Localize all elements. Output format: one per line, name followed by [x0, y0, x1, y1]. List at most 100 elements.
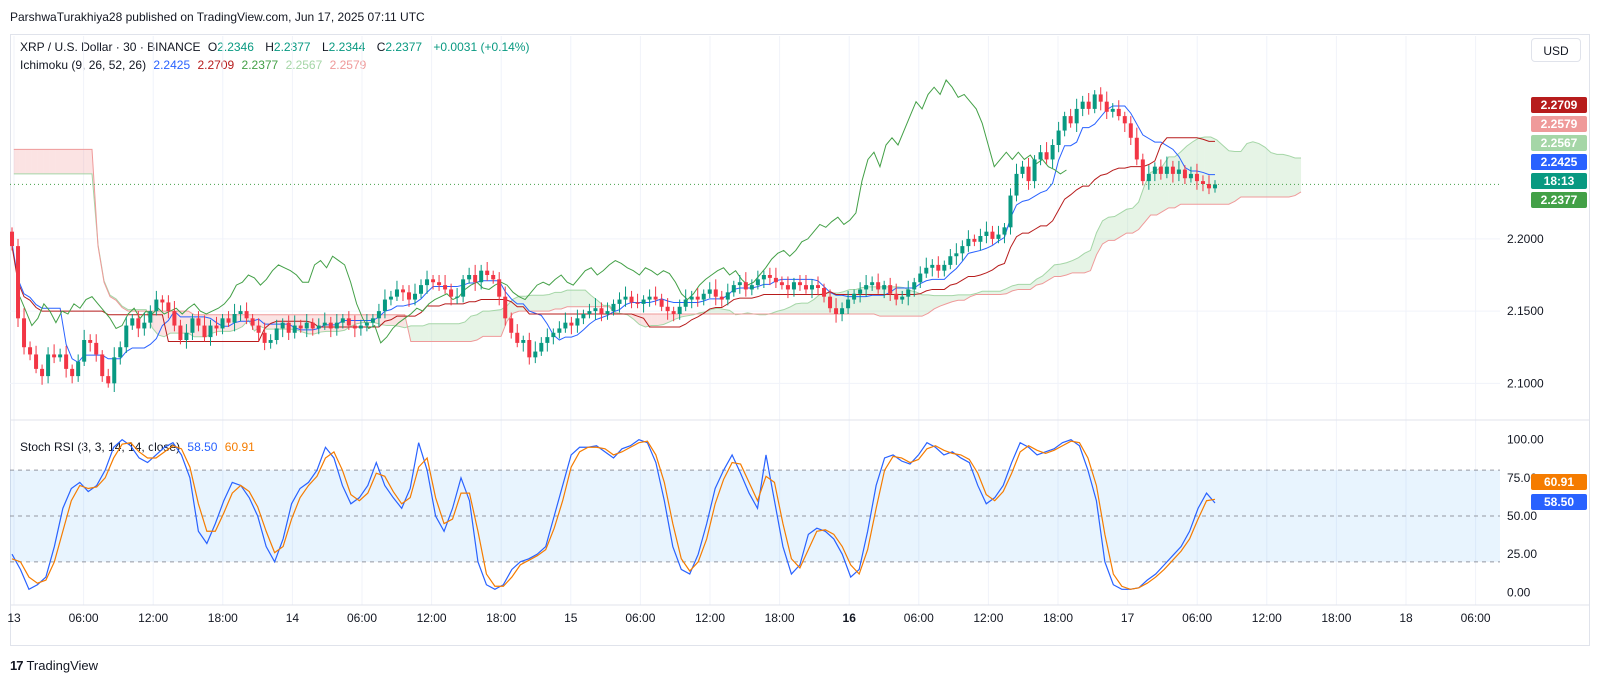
candle-body [695, 296, 700, 300]
candle-body [394, 289, 399, 297]
ichimoku-cloud-segment [1228, 150, 1235, 205]
leading-span-a-line [13, 136, 1302, 338]
price-axis-label: 2.1500 [1507, 304, 1544, 318]
candle-body [581, 314, 586, 319]
candle-body [852, 293, 857, 300]
candle-body [1134, 137, 1139, 160]
candle-body [1146, 173, 1151, 182]
ichimoku-cloud-segment [1234, 151, 1241, 202]
ichimoku-cloud-segment [79, 149, 86, 174]
candle-body [1074, 108, 1079, 124]
candle-body [755, 279, 760, 286]
candle-body [1008, 195, 1013, 228]
ichimoku-cloud-segment [1024, 284, 1031, 290]
time-axis-label: 12:00 [417, 611, 447, 625]
ichimoku-cloud-segment [362, 314, 369, 323]
candle-body [1206, 184, 1211, 189]
candle-body [894, 293, 899, 300]
time-axis-label: 15 [564, 611, 578, 625]
footer-logo[interactable]: 17 TradingView [10, 658, 98, 673]
candle-body [1104, 101, 1109, 112]
candle-body [1044, 152, 1049, 160]
candle-body [930, 264, 935, 268]
candle-body [419, 285, 424, 294]
ichimoku-cloud-segment [67, 149, 74, 174]
candle-body [388, 296, 393, 300]
candle-body [828, 296, 833, 309]
candle-body [587, 311, 592, 314]
ichimoku-cloud-segment [476, 311, 483, 340]
ichimoku-cloud-segment [651, 314, 658, 326]
ichimoku-cloud-segment [982, 291, 989, 295]
price-tag: 2.2709 [1531, 97, 1587, 113]
candle-body [244, 311, 249, 319]
candle-body [238, 311, 243, 314]
candle-body [112, 357, 117, 384]
ichimoku-cloud-segment [916, 291, 923, 317]
candle-body [130, 318, 135, 326]
candle-body [509, 318, 514, 333]
stoch-legend[interactable]: Stoch RSI (3, 3, 14, 14, close) 58.50 60… [20, 440, 259, 454]
candle-body [942, 264, 947, 271]
candle-body [1098, 94, 1103, 102]
ichimoku-cloud-segment [194, 314, 201, 337]
ichimoku-legend[interactable]: Ichimoku (9, 26, 52, 26) 2.2425 2.2709 2… [20, 58, 370, 72]
candle-body [413, 293, 418, 300]
ichimoku-cloud-segment [531, 295, 538, 312]
ichimoku-cloud-segment [1126, 208, 1133, 234]
candle-body [539, 342, 544, 352]
candle-body [437, 282, 442, 286]
candle-body [479, 270, 484, 283]
ichimoku-cloud-segment [452, 323, 459, 342]
ichimoku-cloud-segment [1294, 158, 1302, 196]
candle-body [803, 285, 808, 290]
candle-body [190, 318, 195, 333]
ichimoku-cloud-segment [898, 286, 905, 317]
candle-body [773, 277, 778, 283]
candle-body [136, 318, 141, 329]
ichimoku-cloud-segment [1210, 137, 1217, 205]
ichimoku-cloud-segment [1030, 279, 1037, 290]
stoch-k-value: 58.50 [187, 440, 218, 454]
ichimoku-cloud-segment [543, 294, 550, 312]
stoch-axis-label: 100.00 [1507, 433, 1544, 447]
candle-body [226, 318, 231, 323]
candle-body [1164, 166, 1169, 174]
candle-body [376, 311, 381, 319]
ichimoku-cloud-segment [1270, 152, 1277, 197]
currency-button[interactable]: USD [1531, 38, 1581, 62]
candle-body [701, 293, 706, 300]
ichimoku-cloud-segment [1018, 284, 1025, 290]
candle-body [106, 376, 111, 384]
ichimoku-cloud-segment [867, 286, 874, 314]
ichimoku-cloud-segment [495, 309, 502, 337]
candle-body [1092, 94, 1097, 109]
candle-body [449, 289, 454, 297]
ichimoku-cloud-segment [31, 149, 38, 174]
candle-body [220, 318, 225, 329]
candle-body [256, 325, 261, 333]
ichimoku-cloud-segment [934, 295, 941, 309]
candle-body [641, 299, 646, 304]
ichimoku-cloud-segment [440, 323, 447, 342]
candle-body [154, 299, 159, 312]
ichimoku-cloud-segment [422, 323, 429, 342]
candle-body [28, 347, 33, 355]
candle-body [876, 282, 881, 290]
candle-body [298, 325, 303, 329]
candle-body [846, 299, 851, 309]
candle-body [737, 282, 742, 286]
candle-body [364, 322, 369, 326]
ichimoku-cloud-segment [1258, 143, 1265, 197]
candle-body [834, 308, 839, 314]
price-tag: 2.2579 [1531, 116, 1587, 132]
candle-body [1128, 123, 1133, 138]
candle-body [346, 318, 351, 326]
candle-body [719, 296, 724, 300]
time-axis-label: 12:00 [973, 611, 1003, 625]
candle-body [533, 351, 538, 358]
candle-body [382, 299, 387, 312]
candle-body [1062, 116, 1067, 131]
ichimoku-cloud-segment [579, 290, 586, 307]
